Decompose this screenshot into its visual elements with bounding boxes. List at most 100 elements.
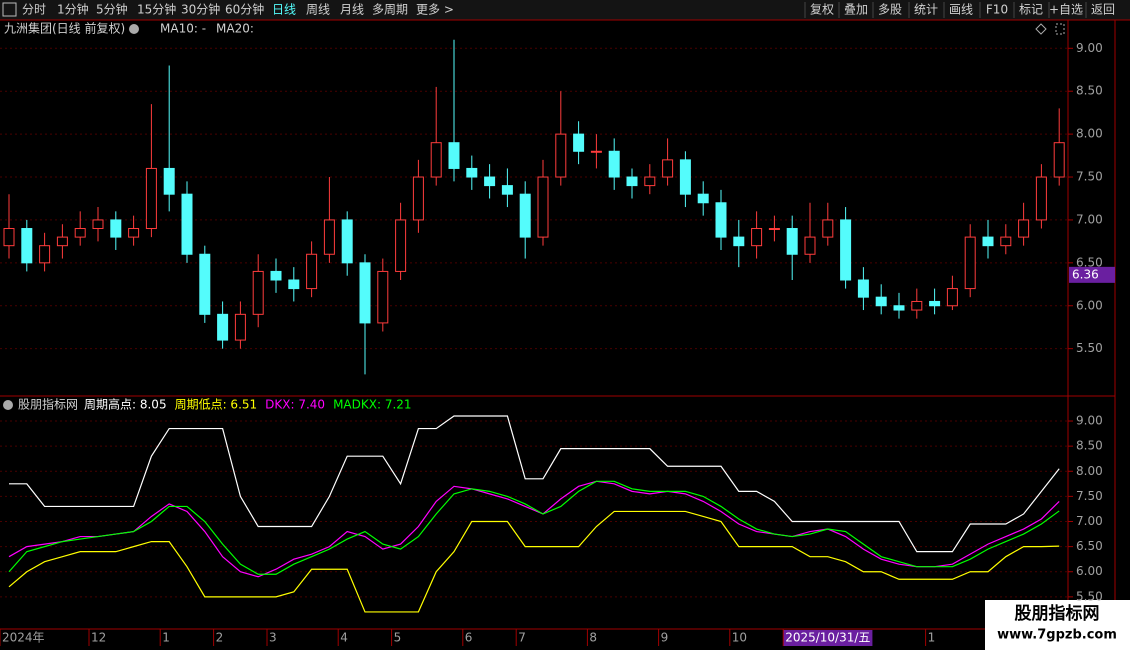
candle-body: [911, 300, 923, 311]
candle-body: [395, 219, 407, 272]
toolbar-tab[interactable]: 周线: [306, 3, 330, 17]
candle-body: [270, 270, 282, 281]
candle-body: [573, 133, 585, 152]
y-tick-label: 5.50: [1076, 341, 1103, 355]
candle-body: [840, 219, 852, 281]
candle-body: [804, 236, 816, 255]
candle-body: [128, 228, 140, 238]
candle-body: [644, 176, 656, 187]
candle-body: [1035, 176, 1047, 221]
y-tick-label: 6.00: [1076, 298, 1103, 312]
legend-entry: 周期高点: 8.05: [84, 397, 167, 412]
x-tick-label: 10: [732, 631, 747, 645]
price-tag-label: 6.36: [1072, 267, 1099, 281]
y-tick-label: 6.50: [1076, 255, 1103, 269]
toolbar-tab[interactable]: 分时: [22, 3, 46, 17]
toolbar-tab[interactable]: 月线: [340, 3, 364, 17]
grip-icon[interactable]: [1055, 23, 1065, 35]
toolbar-button[interactable]: 返回: [1091, 3, 1115, 17]
y-tick-label: 7.00: [1076, 514, 1103, 528]
candle-body: [519, 193, 531, 238]
candle-body: [110, 219, 122, 238]
candle-body: [733, 236, 745, 247]
y-tick-label: 9.00: [1076, 414, 1103, 428]
candle-body: [982, 236, 994, 247]
candle-body: [608, 150, 620, 178]
candle-body: [217, 313, 229, 341]
candle-body: [946, 288, 958, 307]
candle-body: [626, 176, 638, 187]
y-tick-label: 7.50: [1076, 489, 1103, 503]
toolbar-tab[interactable]: 多周期: [372, 3, 408, 17]
toolbar-button[interactable]: 统计: [914, 3, 938, 17]
toolbar-button[interactable]: +自选: [1049, 3, 1083, 17]
candle-body: [1000, 236, 1012, 247]
y-tick-label: 5.50: [1076, 589, 1103, 603]
candle-body: [662, 159, 674, 178]
indicator-line: [8, 480, 1060, 578]
toolbar-button[interactable]: 标记: [1019, 3, 1043, 17]
toolbar: [0, 0, 1130, 20]
candle-body: [181, 193, 193, 255]
candle-body: [1018, 219, 1030, 238]
toolbar-tab[interactable]: 15分钟: [137, 2, 176, 17]
candle-body: [484, 176, 496, 187]
candle-body: [323, 219, 335, 255]
toolbar-button[interactable]: 多股: [878, 3, 902, 17]
y-tick-label: 8.00: [1076, 464, 1103, 478]
candle-body: [715, 202, 727, 238]
candle-body: [163, 167, 175, 195]
diamond-icon[interactable]: [1035, 23, 1047, 35]
x-tick-label: 6: [465, 631, 473, 645]
candle-body: [501, 185, 513, 195]
x-tick-label: 4: [340, 631, 348, 645]
candle-body: [964, 236, 976, 290]
x-tick-label: 1: [162, 631, 170, 645]
toolbar-tab[interactable]: 5分钟: [96, 2, 128, 17]
toolbar-tab[interactable]: 日线: [272, 3, 296, 17]
candle-body: [875, 296, 887, 307]
toolbar-tab[interactable]: 60分钟: [225, 2, 264, 17]
toolbar-tab[interactable]: 更多 >: [416, 3, 454, 17]
candle-body: [288, 279, 300, 290]
toolbar-button[interactable]: 叠加: [844, 3, 868, 17]
candle-body: [786, 228, 798, 255]
menu-icon[interactable]: [2, 2, 17, 17]
candle-body: [857, 279, 869, 298]
candle-body: [537, 176, 549, 238]
collapse-icon[interactable]: [129, 24, 139, 34]
candle-body: [768, 228, 780, 231]
candle-body: [199, 253, 211, 315]
candle-body: [39, 245, 51, 264]
ma-label: MA20:: [216, 22, 254, 36]
candle-body: [590, 150, 602, 153]
candle-body: [21, 228, 33, 264]
legend-entry: MADKX: 7.21: [333, 398, 411, 412]
x-tick-label: 2024年: [2, 631, 45, 645]
candle-body: [679, 159, 691, 195]
y-tick-label: 6.00: [1076, 564, 1103, 578]
candle-body: [234, 313, 246, 341]
candle-body: [359, 262, 371, 324]
legend-entry: 周期低点: 6.51: [175, 398, 258, 412]
toolbar-button[interactable]: 画线: [949, 3, 973, 17]
toolbar-button[interactable]: 复权: [810, 3, 834, 17]
candle-body: [145, 167, 157, 230]
candle-body: [377, 270, 389, 324]
candle-body: [92, 219, 104, 230]
toolbar-button[interactable]: F10: [986, 3, 1008, 17]
y-tick-label: 7.50: [1076, 170, 1103, 184]
y-tick-label: 8.00: [1076, 127, 1103, 141]
legend-entry: DKX: 7.40: [265, 398, 325, 412]
candle-body: [751, 228, 763, 247]
candle-body: [252, 270, 264, 315]
candle-body: [466, 167, 478, 178]
toolbar-tab[interactable]: 30分钟: [181, 2, 220, 17]
candle-body: [430, 142, 442, 178]
collapse-icon[interactable]: [3, 400, 13, 410]
x-tick-label: 2: [216, 631, 224, 645]
candle-body: [929, 300, 941, 307]
toolbar-tab[interactable]: 1分钟: [57, 2, 89, 17]
